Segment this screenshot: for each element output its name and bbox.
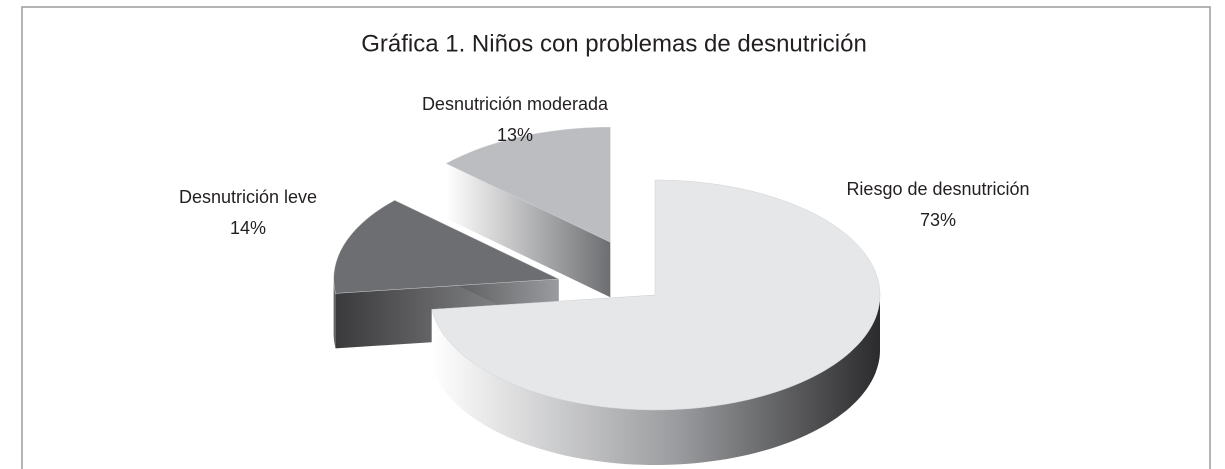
slice-label: Desnutrición moderada [422,94,609,114]
slice [431,179,881,411]
slice [333,200,560,294]
chart-frame [21,6,1211,469]
slice-wall [431,295,880,465]
slice-value-label: 13% [497,125,533,145]
slice-label: Riesgo de desnutrición [846,179,1029,199]
slice-wall [333,279,336,349]
chart-title: Gráfica 1. Niños con problemas de desnut… [361,30,867,57]
slice-value-label: 14% [230,218,266,238]
slice [445,126,611,243]
slice-side [446,163,611,298]
slice-label: Desnutrición leve [179,187,317,207]
slice-value-label: 73% [920,210,956,230]
